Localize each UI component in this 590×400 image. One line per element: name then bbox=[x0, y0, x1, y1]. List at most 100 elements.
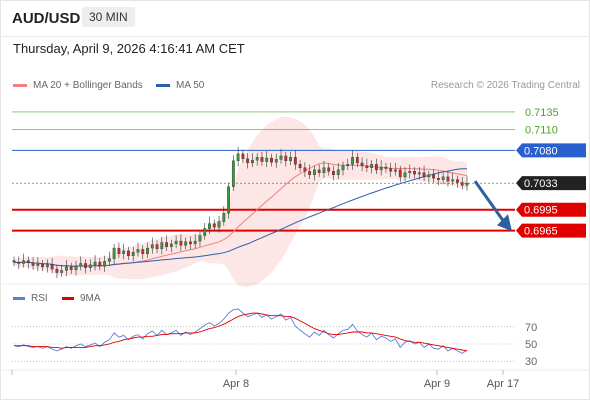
legend-bb: MA 20 + Bollinger Bands bbox=[13, 80, 143, 91]
candle-body bbox=[26, 260, 30, 263]
candle-body bbox=[212, 223, 216, 228]
candle-body bbox=[289, 157, 292, 162]
timeframe-badge[interactable]: 30 MIN bbox=[82, 7, 135, 27]
level-tag-0.7080 bbox=[516, 143, 586, 158]
legend-rsi-label: RSI bbox=[31, 293, 48, 304]
candle-body bbox=[441, 176, 445, 180]
candle-body bbox=[74, 266, 78, 270]
legend-rsi-ma: 9MA bbox=[62, 293, 101, 304]
candle-body bbox=[45, 264, 49, 268]
candle-body bbox=[251, 159, 254, 164]
candle-body bbox=[375, 164, 378, 171]
candle-body bbox=[456, 179, 459, 183]
level-tag-0.6965 bbox=[516, 223, 586, 238]
candle-body bbox=[165, 242, 168, 247]
candle-body bbox=[413, 171, 416, 175]
candle-body bbox=[79, 263, 83, 267]
candle-body bbox=[313, 169, 316, 175]
candle-body bbox=[317, 169, 321, 173]
candle-body bbox=[179, 240, 183, 246]
candle-body bbox=[217, 221, 221, 228]
candle-body bbox=[432, 174, 436, 179]
candle-body bbox=[112, 247, 116, 259]
chart-header: AUD/USD 30 MIN bbox=[0, 0, 590, 37]
candle-body bbox=[260, 157, 264, 162]
candle-body bbox=[122, 250, 126, 254]
candle-body bbox=[346, 164, 350, 166]
rsi-ma-line bbox=[14, 312, 468, 352]
legend-ma50-label: MA 50 bbox=[176, 80, 205, 91]
candle-body bbox=[365, 165, 369, 169]
candle-body bbox=[160, 242, 164, 249]
rsi-line bbox=[13, 308, 468, 354]
candle-body bbox=[298, 164, 302, 169]
bollinger-band bbox=[14, 116, 467, 287]
candle-body bbox=[279, 155, 283, 160]
candle-body bbox=[265, 157, 269, 162]
candle-body bbox=[236, 153, 240, 162]
candle-body bbox=[241, 153, 245, 159]
candle-body bbox=[146, 247, 149, 254]
candle-body bbox=[370, 164, 374, 169]
candle-body bbox=[227, 186, 230, 214]
candle-body bbox=[203, 228, 207, 236]
candle-body bbox=[117, 247, 121, 254]
candle-body bbox=[84, 263, 87, 268]
candle-body bbox=[31, 262, 35, 266]
candle-body bbox=[394, 169, 397, 172]
x-tick-label: Apr 9 bbox=[424, 378, 450, 390]
candle-body bbox=[446, 176, 450, 182]
candle-body bbox=[355, 157, 359, 164]
candle-body bbox=[198, 235, 202, 242]
candle-body bbox=[284, 155, 288, 162]
candle-body bbox=[274, 159, 278, 163]
symbol-label: AUD/USD bbox=[12, 10, 81, 27]
candle-body bbox=[150, 244, 154, 249]
candle-body bbox=[408, 171, 412, 173]
candle-body bbox=[336, 169, 340, 175]
ma50-swatch bbox=[156, 83, 170, 87]
level-label-0.6995: 0.6995 bbox=[524, 205, 558, 217]
candle-body bbox=[270, 157, 273, 163]
candle-body bbox=[169, 243, 173, 247]
candle-body bbox=[103, 261, 107, 267]
candle-body bbox=[189, 241, 192, 245]
candle-body bbox=[293, 157, 297, 165]
candle-body bbox=[69, 266, 73, 270]
legend-ma50: MA 50 bbox=[156, 80, 204, 91]
x-tick-label: Apr 8 bbox=[223, 378, 249, 390]
chart-datetime: Thursday, April 9, 2026 4:16:41 AM CET bbox=[13, 41, 245, 56]
candle-body bbox=[255, 157, 259, 161]
candle-body bbox=[222, 212, 226, 222]
candle-body bbox=[50, 264, 54, 270]
candle-body bbox=[360, 162, 364, 166]
candle-body bbox=[184, 241, 188, 246]
bb-swatch bbox=[13, 83, 27, 87]
candle-body bbox=[131, 252, 135, 256]
legend-rsi-ma-label: 9MA bbox=[80, 293, 101, 304]
candle-body bbox=[322, 167, 326, 173]
legend-rsi: RSI bbox=[13, 293, 48, 304]
level-tag-0.6995 bbox=[516, 202, 586, 217]
candle-body bbox=[398, 169, 402, 178]
level-tag-0.7033 bbox=[516, 176, 586, 191]
level-label-0.7135: 0.7135 bbox=[525, 107, 559, 119]
candle-body bbox=[427, 174, 431, 178]
candle-body bbox=[303, 167, 307, 172]
candle-body bbox=[93, 261, 97, 266]
candle-body bbox=[341, 165, 345, 171]
candle-body bbox=[208, 223, 211, 229]
rsi-tick-label-50: 50 bbox=[525, 339, 537, 351]
candle-body bbox=[403, 172, 407, 178]
level-label-0.7033: 0.7033 bbox=[524, 178, 558, 190]
level-label-0.7110: 0.7110 bbox=[525, 124, 558, 136]
candle-body bbox=[308, 171, 312, 175]
candle-body bbox=[436, 178, 440, 180]
candle-body bbox=[231, 160, 235, 187]
candle-body bbox=[107, 258, 111, 262]
candle-body bbox=[389, 168, 393, 172]
legend-bb-label: MA 20 + Bollinger Bands bbox=[33, 80, 143, 91]
candle-body bbox=[379, 166, 383, 171]
candle-body bbox=[55, 268, 59, 273]
